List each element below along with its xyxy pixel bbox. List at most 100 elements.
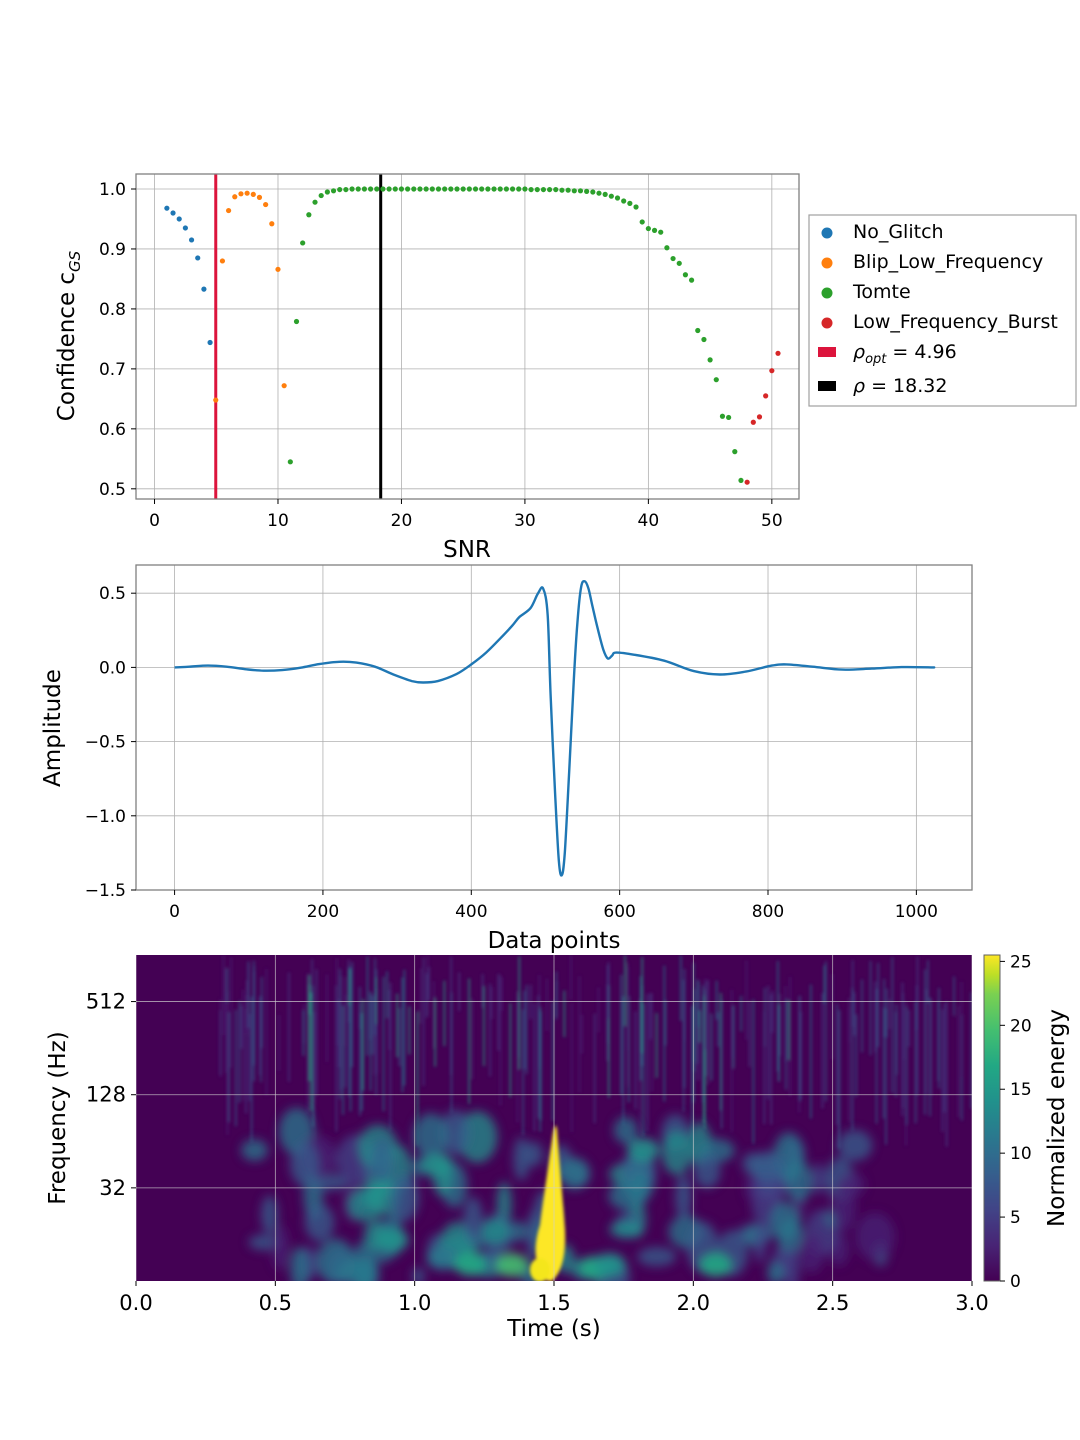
- streak: [386, 971, 388, 1019]
- panel2-ylabel: Amplitude: [40, 669, 66, 787]
- streak: [312, 985, 314, 1127]
- streak: [349, 967, 352, 1112]
- data-point: [584, 188, 590, 194]
- streak: [403, 969, 406, 1086]
- data-point: [744, 479, 750, 485]
- streak: [957, 1005, 960, 1118]
- energy-blob-bright: [496, 1253, 529, 1277]
- colorbar-tick-label: 15: [1010, 1080, 1032, 1100]
- panel1-ytick-label: 0.7: [99, 360, 126, 380]
- streak: [945, 1001, 948, 1147]
- data-point: [454, 186, 460, 192]
- data-point: [355, 186, 361, 192]
- data-point: [559, 187, 565, 193]
- streak: [837, 1012, 839, 1148]
- panel1-points: [164, 186, 781, 485]
- streak: [489, 983, 491, 1077]
- streak: [228, 1012, 230, 1123]
- data-point: [596, 190, 602, 196]
- data-point: [300, 240, 306, 246]
- streak: [523, 990, 526, 1070]
- energy-blob: [440, 1109, 471, 1156]
- data-point: [479, 186, 485, 192]
- streak: [731, 989, 733, 1133]
- panel3-grid: [136, 955, 972, 1281]
- panel2-ytick-label: 0.0: [99, 658, 126, 678]
- streak: [408, 1006, 411, 1055]
- streak: [247, 961, 250, 1029]
- legend-label-no-glitch: No_Glitch: [853, 221, 944, 243]
- streak: [655, 1013, 658, 1078]
- streak: [693, 989, 696, 1072]
- data-point: [337, 186, 343, 193]
- data-point: [528, 186, 534, 193]
- colorbar-frame: [983, 954, 1001, 1282]
- panel3-xtick-label: 1.5: [537, 1291, 570, 1315]
- data-point: [281, 383, 287, 389]
- streak: [313, 1011, 316, 1157]
- energy-blob: [837, 1129, 873, 1162]
- panel2-ytick-label: −1.5: [85, 881, 126, 901]
- panel2-ticks: 0 200 400 600 800 1000 −1.5 −1.0 −0.5 0.0 0.5: [85, 584, 938, 922]
- streak: [704, 978, 706, 1051]
- data-point: [676, 260, 682, 266]
- spectrogram-image: [136, 955, 972, 1281]
- streak: [752, 999, 755, 1144]
- colorbar-tick-label: 10: [1010, 1144, 1032, 1164]
- data-point: [577, 188, 584, 194]
- panel3-xtick-label: 2.5: [816, 1291, 849, 1315]
- data-point: [509, 186, 516, 192]
- data-point: [164, 205, 170, 211]
- waveform-line: [174, 579, 936, 877]
- streak: [593, 1013, 596, 1124]
- energy-blob: [558, 1157, 591, 1190]
- data-point: [219, 258, 226, 264]
- data-point: [448, 186, 454, 192]
- data-point: [621, 198, 627, 204]
- data-point: [324, 189, 330, 195]
- energy-blob: [675, 1174, 692, 1220]
- streak: [905, 1006, 908, 1125]
- streak: [763, 1011, 766, 1125]
- panel1-legend: No_Glitch Blip_Low_Frequency Tomte Low_F…: [808, 214, 1077, 407]
- data-point: [312, 199, 318, 205]
- streak: [238, 1000, 241, 1103]
- data-point: [688, 277, 695, 283]
- streak: [875, 988, 878, 1124]
- data-point: [423, 186, 429, 192]
- streak: [853, 992, 856, 1036]
- spectrogram-panel: 0.0 0.5 1.0 1.5 2.0 2.5 3.0 32 128 512 Time (s) F…: [45, 952, 1070, 1342]
- panel1-ytick-label: 0.5: [99, 480, 126, 500]
- data-point: [571, 188, 577, 194]
- data-point: [343, 186, 349, 193]
- panel1-ytick-label: 0.8: [99, 300, 126, 320]
- streak: [398, 1007, 401, 1067]
- streak: [468, 978, 470, 1104]
- streak: [389, 982, 392, 1131]
- panel1-ytick-label: 0.6: [99, 420, 126, 440]
- panel3-xtick-label: 1.0: [398, 1291, 431, 1315]
- colorbar-tick-label: 0: [1010, 1272, 1021, 1292]
- streak: [481, 973, 484, 1008]
- streak: [471, 998, 474, 1080]
- data-point: [293, 318, 300, 325]
- panel2-ytick-label: −0.5: [85, 733, 126, 753]
- panel3-xtick-label: 2.0: [677, 1291, 710, 1315]
- data-point: [225, 207, 232, 214]
- energy-blob: [693, 1153, 721, 1189]
- panel3-ticks: 0.0 0.5 1.0 1.5 2.0 2.5 3.0 32 128 512: [86, 990, 989, 1315]
- colorbar: 0 5 10 15 20 25 Normalized energy: [983, 952, 1070, 1292]
- streak: [359, 1003, 361, 1116]
- colorbar-tick-label: 20: [1010, 1016, 1032, 1036]
- streak: [230, 957, 232, 1068]
- energy-blob: [637, 1246, 677, 1267]
- waveform-panel: 0 200 400 600 800 1000 −1.5 −1.0 −0.5 0.0 0.5 Data…: [40, 564, 973, 954]
- energy-blob: [290, 1246, 310, 1281]
- data-point: [392, 186, 398, 192]
- legend-marker-lfb: [821, 317, 833, 329]
- streak: [432, 981, 435, 1049]
- streak: [348, 969, 351, 1006]
- streak: [516, 991, 519, 1123]
- panel2-ytick-label: 0.5: [99, 584, 126, 604]
